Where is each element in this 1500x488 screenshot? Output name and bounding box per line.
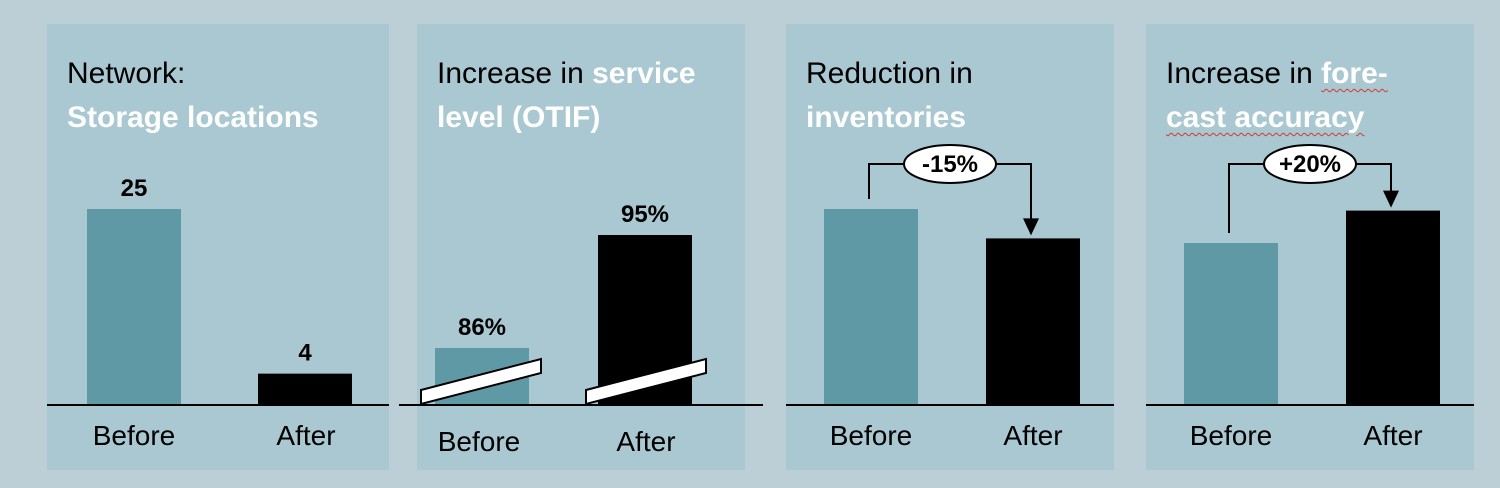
bar-after: [986, 238, 1080, 405]
bar-before: [87, 209, 181, 405]
bar-chart: +20% Before After: [1146, 144, 1474, 451]
bar-chart: 86% 95% Before After: [399, 201, 763, 457]
category-label: Before: [93, 420, 176, 451]
panel-title: Increase in fore- cast accuracy: [1166, 57, 1388, 134]
panel-title: Network: Storage locations: [67, 57, 319, 134]
change-bubble: [1263, 144, 1357, 184]
value-label: 95%: [621, 201, 669, 228]
category-label: Before: [438, 426, 521, 457]
category-label: After: [1363, 420, 1422, 451]
axis-break-mark: [420, 357, 542, 406]
arrow-head: [1383, 190, 1399, 208]
category-label: After: [616, 426, 675, 457]
arrow-head: [1023, 218, 1039, 236]
category-label: Before: [830, 420, 913, 451]
forecast-accuracy-panel: Increase in fore- cast accuracy +20% Befo…: [1146, 24, 1474, 470]
inventories-panel: Reduction in inventories -15% Before After: [786, 24, 1114, 470]
service-level-panel: Increase in service level (OTIF) 86% 95% B…: [399, 24, 763, 470]
bar-after: [1346, 210, 1440, 405]
change-bubble: [903, 144, 997, 184]
category-label: After: [1003, 420, 1062, 451]
change-label: +20%: [1279, 151, 1341, 178]
category-label: After: [276, 420, 335, 451]
value-label: 86%: [458, 314, 506, 341]
value-label: 25: [121, 175, 148, 202]
bar-before: [824, 209, 918, 405]
bar-before: [1184, 243, 1278, 405]
panel-title: Reduction in inventories: [806, 57, 973, 134]
bar-chart: 25 4 Before After: [47, 175, 389, 451]
panel-title: Increase in service level (OTIF): [437, 57, 696, 134]
bar-after: [258, 373, 352, 405]
category-label: Before: [1190, 420, 1273, 451]
value-label: 4: [298, 340, 312, 367]
change-label: -15%: [922, 151, 978, 178]
bar-chart: -15% Before After: [786, 144, 1114, 451]
axis-break-mark: [585, 357, 707, 406]
storage-locations-panel: Network: Storage locations 25 4 Before Afte…: [47, 24, 389, 470]
